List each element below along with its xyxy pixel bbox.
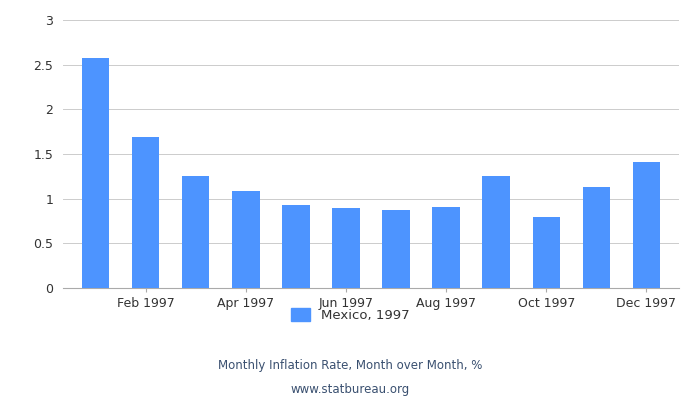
Bar [82, 58, 109, 288]
Text: Monthly Inflation Rate, Month over Month, %: Monthly Inflation Rate, Month over Month… [218, 360, 482, 372]
Text: www.statbureau.org: www.statbureau.org [290, 384, 410, 396]
Bar [482, 176, 510, 288]
Legend: Mexico, 1997: Mexico, 1997 [285, 303, 415, 328]
Bar [582, 187, 610, 288]
Bar [232, 191, 260, 288]
Bar [533, 216, 560, 288]
Bar [132, 137, 160, 288]
Bar [633, 162, 660, 288]
Bar [332, 208, 360, 288]
Bar [382, 210, 410, 288]
Bar [433, 207, 460, 288]
Bar [182, 176, 209, 288]
Bar [282, 205, 309, 288]
